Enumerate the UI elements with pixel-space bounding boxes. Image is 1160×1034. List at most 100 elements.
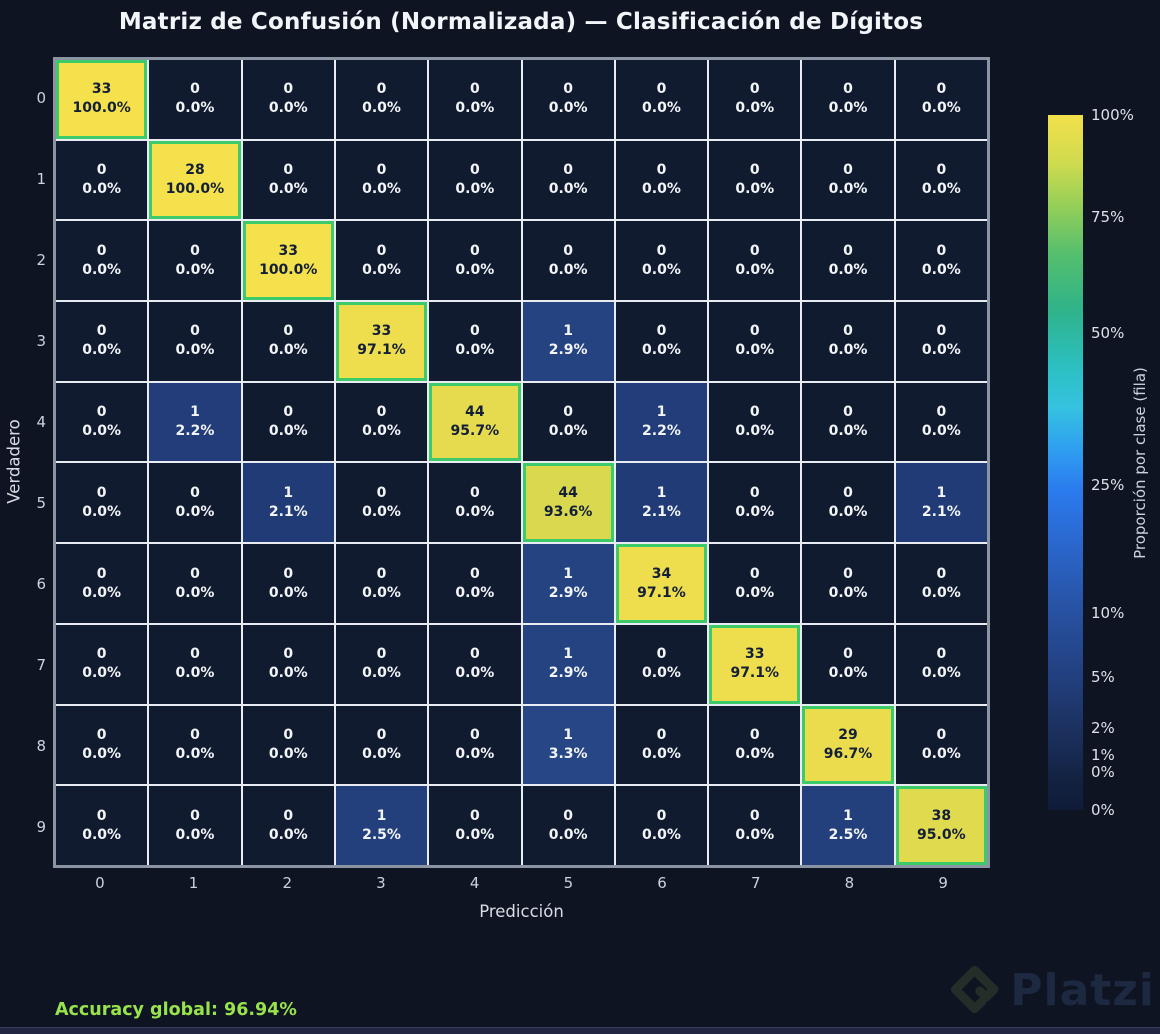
matrix-cell: 0 0.0% (242, 544, 334, 623)
matrix-cell: 1 2.1% (242, 463, 334, 543)
matrix-cell: 0 0.0% (149, 786, 241, 865)
matrix-cell: 0 0.0% (335, 463, 428, 543)
matrix-cell: 0 0.0% (429, 60, 521, 139)
matrix-cell: 1 2.9% (522, 624, 614, 704)
matrix-cell: 0 0.0% (149, 463, 241, 543)
matrix-cell: 1 2.1% (895, 463, 987, 543)
matrix-cell: 1 2.2% (149, 382, 241, 462)
colorbar-label: Proporción por clase (fila) (1131, 367, 1149, 559)
matrix-cell: 0 0.0% (709, 140, 801, 220)
matrix-cell: 33 100.0% (56, 60, 148, 139)
matrix-cell: 0 0.0% (895, 140, 987, 220)
matrix-cell: 0 0.0% (802, 60, 894, 139)
matrix-cell: 0 0.0% (429, 544, 521, 623)
matrix-cell: 0 0.0% (709, 705, 801, 785)
matrix-cell: 0 0.0% (56, 786, 148, 865)
matrix-cell: 0 0.0% (429, 786, 521, 865)
matrix-cell: 0 0.0% (56, 544, 148, 623)
matrix-cell: 0 0.0% (56, 140, 148, 220)
matrix-cell: 0 0.0% (242, 60, 334, 139)
y-axis-label: Verdadero (4, 419, 24, 504)
matrix-cell: 0 0.0% (242, 705, 334, 785)
colorbar-tick-label: 0% (1091, 762, 1115, 781)
colorbar-tick-label: 100% (1091, 106, 1134, 124)
matrix-cell: 0 0.0% (56, 302, 148, 381)
matrix-cell: 0 0.0% (615, 786, 708, 865)
matrix-cell: 0 0.0% (615, 60, 708, 139)
matrix-cell: 0 0.0% (56, 221, 148, 301)
matrix-cell: 0 0.0% (895, 302, 987, 381)
matrix-cell: 0 0.0% (802, 302, 894, 381)
platzi-logo-icon (950, 965, 999, 1014)
colorbar-tick-label: 10% (1091, 604, 1125, 623)
matrix-cell: 0 0.0% (709, 544, 801, 623)
accuracy-global-text: Accuracy global: 96.94% (55, 1000, 297, 1020)
matrix-cell: 0 0.0% (56, 624, 148, 704)
colorbar-tick-label: 2% (1091, 718, 1115, 737)
matrix-cell: 0 0.0% (149, 705, 241, 785)
matrix-cell: 0 0.0% (242, 786, 334, 865)
colorbar-tick-label: 0% (1091, 801, 1115, 819)
matrix-cell: 1 3.3% (522, 705, 614, 785)
colorbar-tick-label: 75% (1091, 208, 1125, 227)
matrix-cell: 0 0.0% (149, 302, 241, 381)
matrix-cell: 0 0.0% (615, 302, 708, 381)
matrix-cell: 0 0.0% (895, 221, 987, 301)
matrix-cell: 0 0.0% (709, 221, 801, 301)
colorbar-tick-label: 50% (1091, 324, 1125, 343)
matrix-cell: 33 100.0% (242, 221, 334, 301)
matrix-cell: 0 0.0% (802, 544, 894, 623)
confusion-matrix-heatmap: 33 100.0% 0 0.0% 0 0.0% 0 0.0% 0 0.0% 0 0.0% 0 0.0% 0 0… (53, 57, 990, 868)
matrix-cell: 0 0.0% (615, 624, 708, 704)
matrix-cell: 0 0.0% (802, 624, 894, 704)
colorbar-tick-label: 5% (1091, 667, 1115, 686)
matrix-cell: 0 0.0% (895, 382, 987, 462)
platzi-watermark-text: Platzi (1010, 965, 1155, 1016)
matrix-cell: 0 0.0% (335, 624, 428, 704)
matrix-cell: 1 2.9% (522, 302, 614, 381)
matrix-cell: 0 0.0% (429, 705, 521, 785)
matrix-cell: 0 0.0% (56, 705, 148, 785)
matrix-cell: 0 0.0% (522, 140, 614, 220)
matrix-cell: 0 0.0% (242, 302, 334, 381)
colorbar-tick-label: 1% (1091, 746, 1115, 765)
matrix-cell: 0 0.0% (335, 140, 428, 220)
matrix-cell: 0 0.0% (335, 60, 428, 139)
chart-title: Matriz de Confusión (Normalizada) — Clas… (118, 9, 924, 35)
matrix-cell: 0 0.0% (335, 544, 428, 623)
matrix-cell: 34 97.1% (615, 544, 708, 623)
matrix-cell: 0 0.0% (802, 463, 894, 543)
matrix-cell: 0 0.0% (149, 544, 241, 623)
matrix-cell: 33 97.1% (709, 624, 801, 704)
matrix-cell: 1 2.1% (615, 463, 708, 543)
matrix-cell: 0 0.0% (56, 382, 148, 462)
bottom-accent-bar (0, 1027, 1160, 1034)
matrix-cell: 0 0.0% (335, 221, 428, 301)
matrix-cell: 44 95.7% (429, 382, 521, 462)
matrix-cell: 0 0.0% (895, 705, 987, 785)
matrix-cell: 28 100.0% (149, 140, 241, 220)
matrix-cell: 1 2.2% (615, 382, 708, 462)
matrix-cell: 33 97.1% (335, 302, 428, 381)
matrix-cell: 0 0.0% (615, 705, 708, 785)
matrix-cell: 0 0.0% (709, 463, 801, 543)
matrix-cell: 1 2.5% (335, 786, 428, 865)
matrix-cell: 0 0.0% (522, 60, 614, 139)
matrix-cell: 0 0.0% (335, 382, 428, 462)
matrix-cell: 0 0.0% (895, 60, 987, 139)
matrix-cell: 0 0.0% (709, 786, 801, 865)
matrix-cell: 0 0.0% (802, 382, 894, 462)
matrix-cell: 38 95.0% (895, 786, 987, 865)
matrix-cell: 0 0.0% (149, 221, 241, 301)
matrix-cell: 0 0.0% (522, 221, 614, 301)
matrix-cell: 29 96.7% (802, 705, 894, 785)
x-axis-label: Predicción (479, 902, 564, 921)
matrix-cell: 0 0.0% (429, 463, 521, 543)
matrix-cell: 0 0.0% (429, 624, 521, 704)
matrix-cell: 0 0.0% (709, 60, 801, 139)
matrix-cell: 0 0.0% (615, 221, 708, 301)
colorbar-gradient (1048, 115, 1083, 810)
matrix-cell: 0 0.0% (429, 140, 521, 220)
